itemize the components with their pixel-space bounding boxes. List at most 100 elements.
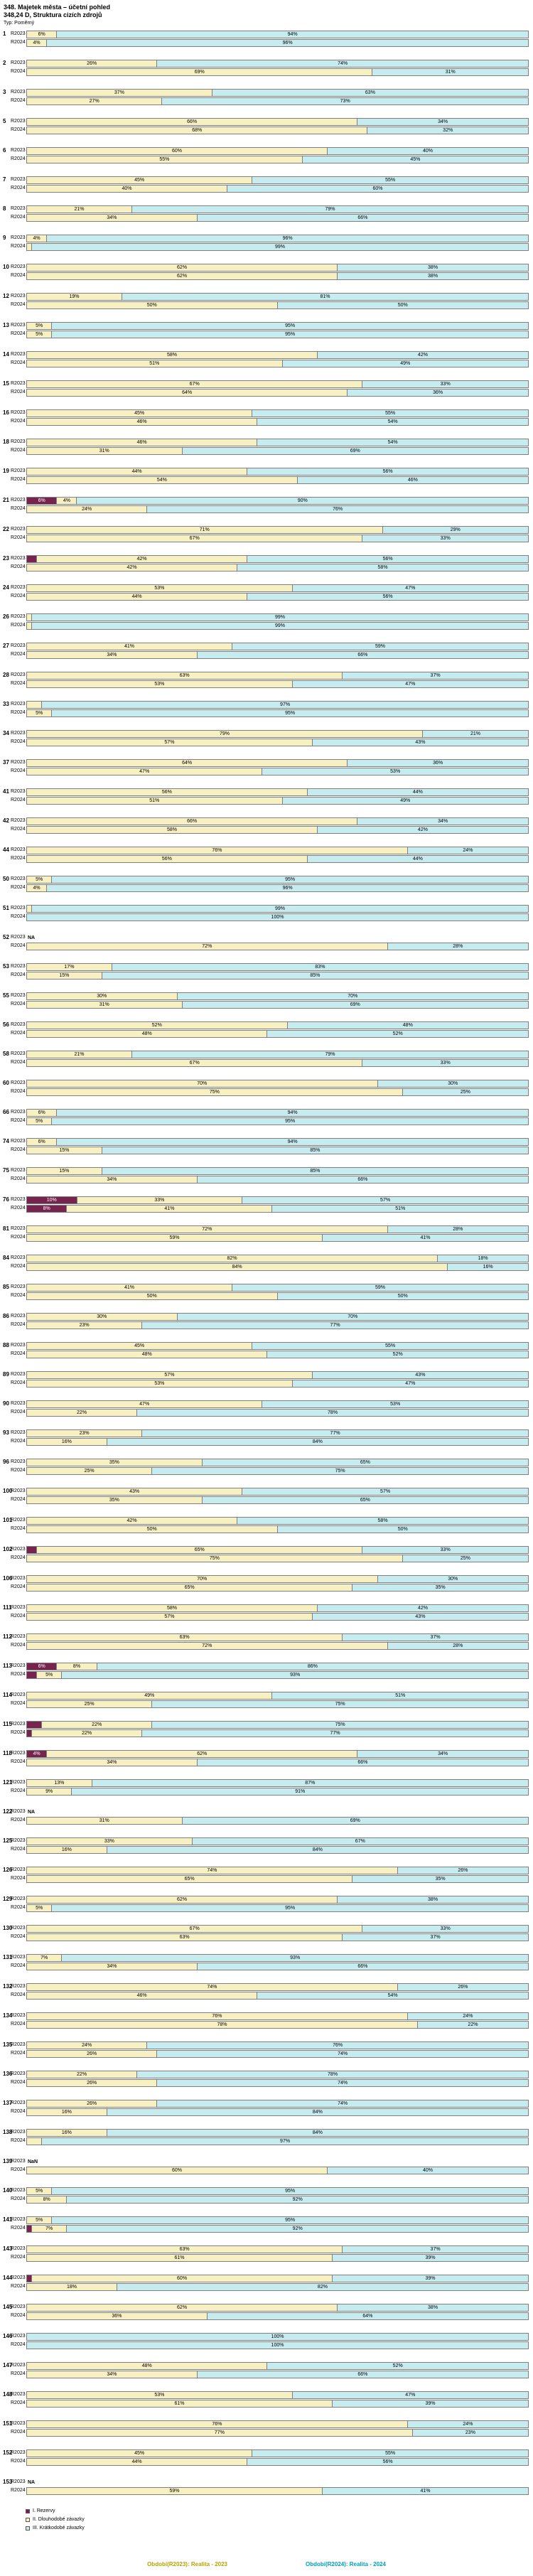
stacked-bar: 5% 95% xyxy=(26,2216,529,2224)
bar-segment-dlouhodobe xyxy=(27,622,33,629)
bar-segment-dlouhodobe: 65% xyxy=(37,1546,363,1553)
stacked-bar: 5% 95% xyxy=(26,2186,529,2195)
stacked-bar: 31% 69% xyxy=(26,446,529,455)
chart-row: 52 R2023 NA R2024 72% 28% xyxy=(0,933,529,951)
bar-segment-dlouhodobe: 46% xyxy=(27,418,258,425)
series-label: R2023 xyxy=(11,498,26,503)
stacked-bar: 15% 85% xyxy=(26,1166,529,1175)
bar-segment-kratkodobe: 82% xyxy=(117,2283,528,2290)
bar-segment-dlouhodobe: 50% xyxy=(27,1525,278,1533)
stacked-bar: 47% 53% xyxy=(26,1400,529,1408)
row-number: 141 xyxy=(3,2216,13,2223)
chart-row: 53 R2023 17% 83% R2024 15% 85% xyxy=(0,962,529,980)
chart-row: 143 R2023 63% 37% R2024 61% 39% xyxy=(0,2245,529,2263)
bar-segment-kratkodobe: 40% xyxy=(328,2167,528,2174)
stacked-bar: 41% 59% xyxy=(26,1283,529,1292)
series-label: R2023 xyxy=(11,1372,26,1377)
series-label: R2023 xyxy=(11,148,26,153)
bar-segment-kratkodobe: 41% xyxy=(322,1234,528,1241)
series-label: R2024 xyxy=(11,1584,26,1589)
bar-segment-kratkodobe: 51% xyxy=(272,1692,528,1699)
stacked-bar: 71% 29% xyxy=(26,525,529,534)
stacked-bar: 34% 66% xyxy=(26,650,529,659)
stacked-bar: 13% 87% xyxy=(26,1778,529,1787)
bar-segment-kratkodobe: 30% xyxy=(377,1575,528,1582)
series-label: R2023 xyxy=(11,2188,26,2193)
series-label: R2024 xyxy=(11,710,26,715)
bar-segment-dlouhodobe: 27% xyxy=(27,97,163,104)
legend-item: II. Dlouhodobé závazky xyxy=(26,2516,533,2524)
stacked-bar: 69% 31% xyxy=(26,68,529,76)
rezervy-swatch-icon xyxy=(26,2509,30,2513)
bar-segment-kratkodobe: 87% xyxy=(92,1779,528,1786)
stacked-bar: 54% 46% xyxy=(26,476,529,484)
chart-row: 75 R2023 15% 85% R2024 34% 66% xyxy=(0,1166,529,1184)
series-label: R2023 xyxy=(11,1139,26,1144)
bar-segment-dlouhodobe: 7% xyxy=(27,1954,63,1961)
bar-segment-dlouhodobe: 55% xyxy=(27,156,303,163)
row-number: 111 xyxy=(3,1604,12,1611)
chart-row: 50 R2023 5% 95% R2024 4% 96% xyxy=(0,875,529,893)
chart-row: 12 R2023 19% 81% R2024 50% 50% xyxy=(0,292,529,310)
stacked-bar: 21% 79% xyxy=(26,1050,529,1058)
stacked-bar: 100% xyxy=(26,2341,529,2349)
bar-segment-dlouhodobe: 9% xyxy=(27,1788,72,1795)
stacked-bar: 67% 33% xyxy=(26,380,529,388)
chart-row: 88 R2023 45% 55% R2024 48% 52% xyxy=(0,1341,529,1359)
row-number: 137 xyxy=(3,2100,13,2106)
bar-segment-dlouhodobe: 17% xyxy=(27,963,112,970)
stacked-bar: 60% 39% xyxy=(26,2274,529,2282)
series-label: R2023 xyxy=(11,323,26,328)
series-label: R2023 xyxy=(11,1168,26,1173)
bar-segment-dlouhodobe: 67% xyxy=(27,380,363,387)
bar-segment-dlouhodobe: 43% xyxy=(27,1488,243,1495)
stacked-bar: 44% 56% xyxy=(26,592,529,601)
stacked-bar: 16% 84% xyxy=(26,2128,529,2137)
stacked-bar: 58% 42% xyxy=(26,825,529,834)
bar-segment-kratkodobe: 76% xyxy=(147,505,528,512)
bar-segment-kratkodobe: 81% xyxy=(122,293,528,300)
bar-segment-dlouhodobe: 49% xyxy=(27,1692,273,1699)
row-number: 19 xyxy=(3,468,9,474)
stacked-bar: 59% 41% xyxy=(26,2486,529,2495)
stacked-bar: 44% 56% xyxy=(26,467,529,476)
kratkodobe-swatch-icon xyxy=(26,2526,30,2531)
stacked-bar: 74% 26% xyxy=(26,1982,529,1991)
bar-segment-dlouhodobe xyxy=(27,905,33,912)
bar-segment-dlouhodobe: 26% xyxy=(27,60,158,67)
row-number: 33 xyxy=(3,701,9,707)
bar-segment-dlouhodobe: 5% xyxy=(27,322,53,329)
bar-segment-rezervy: 6% xyxy=(27,497,58,504)
bar-segment-dlouhodobe: 24% xyxy=(27,2041,148,2049)
bar-segment-kratkodobe: 84% xyxy=(107,1846,528,1853)
series-label: R2023 xyxy=(11,2479,26,2484)
series-label: R2023 xyxy=(11,381,26,386)
series-label: R2024 xyxy=(11,1060,26,1065)
bar-segment-dlouhodobe: 5% xyxy=(27,2216,53,2223)
stacked-bar: 63% 37% xyxy=(26,671,529,680)
row-number: 28 xyxy=(3,672,9,678)
chart-type-label: Typ: Poměrný xyxy=(4,21,35,26)
row-number: 9 xyxy=(3,235,6,241)
row-number: 153 xyxy=(3,2479,13,2485)
row-number: 24 xyxy=(3,584,9,591)
stacked-bar: 21% 79% xyxy=(26,205,529,213)
bar-segment-kratkodobe: 33% xyxy=(362,1059,528,1066)
footer-period-2024: Období(R2024): Realita - 2024 xyxy=(306,2561,386,2567)
stacked-bar: 62% 38% xyxy=(26,272,529,280)
stacked-bar: 79% 21% xyxy=(26,729,529,738)
bar-segment-dlouhodobe: 23% xyxy=(27,1321,143,1329)
bar-segment-dlouhodobe: 4% xyxy=(57,497,77,504)
bar-segment-dlouhodobe xyxy=(27,613,33,621)
series-label: R2024 xyxy=(11,331,26,336)
stacked-bar: 53% 47% xyxy=(26,2390,529,2399)
bar-segment-kratkodobe: 75% xyxy=(152,1700,528,1707)
row-number: 51 xyxy=(3,905,9,911)
stacked-bar: 76% 24% xyxy=(26,2420,529,2428)
bar-segment-kratkodobe: 37% xyxy=(343,1933,528,1941)
stacked-bar: 60% 40% xyxy=(26,146,529,155)
chart-rows: 1 R2023 6% 94% R2024 4% 96% 2 R2023 26% 74% R2024 69… xyxy=(0,30,533,2496)
chart-row: 34 R2023 79% 21% R2024 57% 43% xyxy=(0,729,529,747)
row-number: 22 xyxy=(3,526,9,532)
stacked-bar: 6% 8% 86% xyxy=(26,1662,529,1670)
